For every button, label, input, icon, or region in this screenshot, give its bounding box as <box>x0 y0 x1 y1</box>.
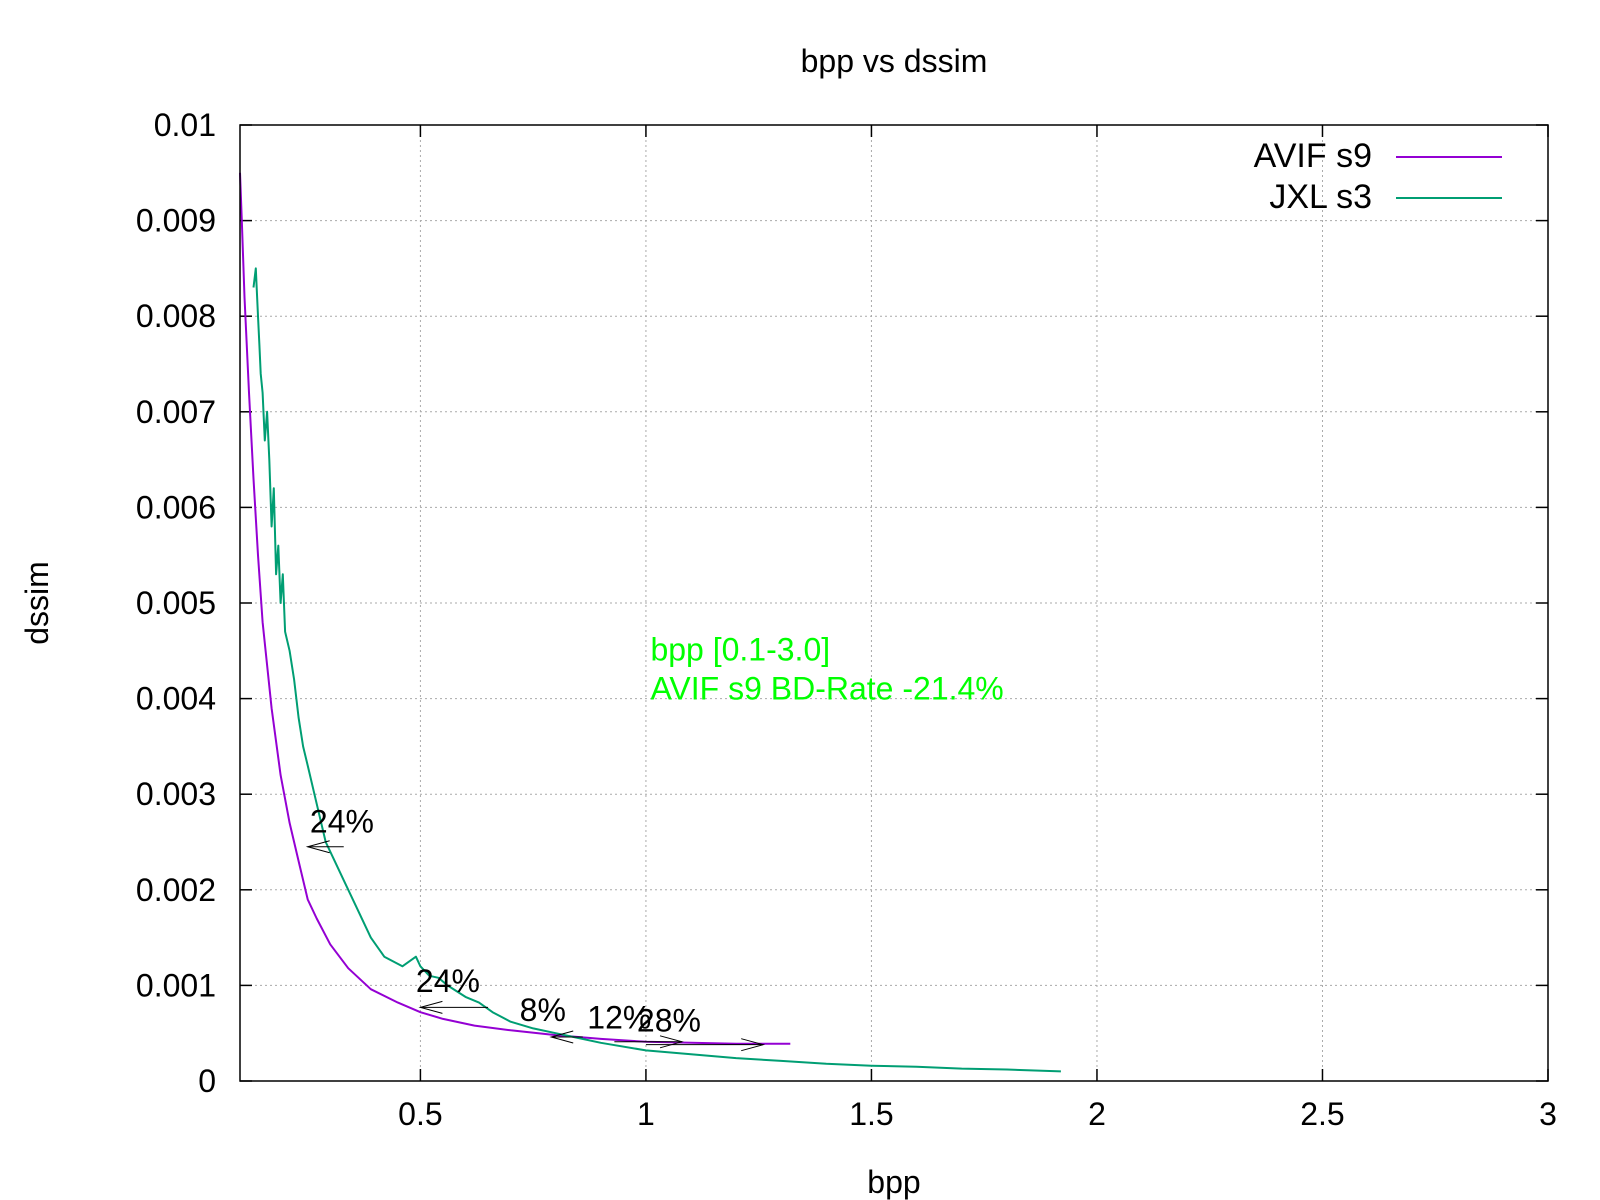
y-tick-label: 0.008 <box>136 298 216 334</box>
bd-rate-range-text: bpp [0.1-3.0] <box>650 631 830 667</box>
bd-rate-value-text: AVIF s9 BD-Rate -21.4% <box>650 670 1003 706</box>
y-tick-label: 0.004 <box>136 681 216 717</box>
annotation-label: 24% <box>310 803 374 839</box>
x-tick-label: 0.5 <box>398 1096 442 1132</box>
series-lines <box>239 172 1061 1073</box>
annotation-label: 8% <box>520 992 566 1028</box>
y-tick-label: 0.005 <box>136 585 216 621</box>
annotation-arrow-head <box>418 1000 443 1014</box>
y-tick-label: 0 <box>198 1063 216 1099</box>
annotation-label: 24% <box>416 963 480 999</box>
x-tick-label: 1 <box>637 1096 655 1132</box>
x-axis-title: bpp <box>867 1164 920 1200</box>
y-tick-label: 0.002 <box>136 872 216 908</box>
annotations: 24% 24% 8% 12%28% <box>305 803 766 1052</box>
annotation-label: 28% <box>637 1002 701 1038</box>
legend-label-jxl-s3: JXL s3 <box>1269 178 1372 216</box>
grid-lines <box>240 125 1548 1081</box>
x-tick-label: 3 <box>1539 1096 1557 1132</box>
y-tick-label: 0.003 <box>136 776 216 812</box>
y-tick-label: 0.001 <box>136 967 216 1003</box>
y-tick-label: 0.009 <box>136 203 216 239</box>
tick-labels: 0.5 1 1.5 2 2.5 3 0 0.001 0.002 0.003 0.004 0.005 0.… <box>136 107 1557 1132</box>
annotation-arrow-head <box>659 1035 684 1049</box>
annotation-label: 12% <box>587 999 651 1035</box>
annotation-arrow-head <box>741 1038 766 1052</box>
chart-title: bpp vs dssim <box>801 43 988 79</box>
y-tick-label: 0.01 <box>154 107 216 143</box>
legend: AVIF s9 JXL s3 <box>1254 137 1502 216</box>
bd-rate-note: bpp [0.1-3.0] AVIF s9 BD-Rate -21.4% <box>650 631 1003 706</box>
annotation-arrow-head <box>549 1030 574 1044</box>
x-tick-label: 2 <box>1088 1096 1106 1132</box>
x-tick-label: 1.5 <box>849 1096 893 1132</box>
series-line-jxl-s3 <box>252 267 1061 1073</box>
y-tick-label: 0.006 <box>136 489 216 525</box>
annotation-arrow-head <box>305 840 330 854</box>
legend-label-avif-s9: AVIF s9 <box>1254 137 1372 175</box>
y-axis-title: dssim <box>19 561 55 645</box>
plot-frame <box>239 124 1549 1082</box>
x-tick-label: 2.5 <box>1300 1096 1344 1132</box>
series-line-avif-s9 <box>239 172 791 1045</box>
y-tick-label: 0.007 <box>136 394 216 430</box>
